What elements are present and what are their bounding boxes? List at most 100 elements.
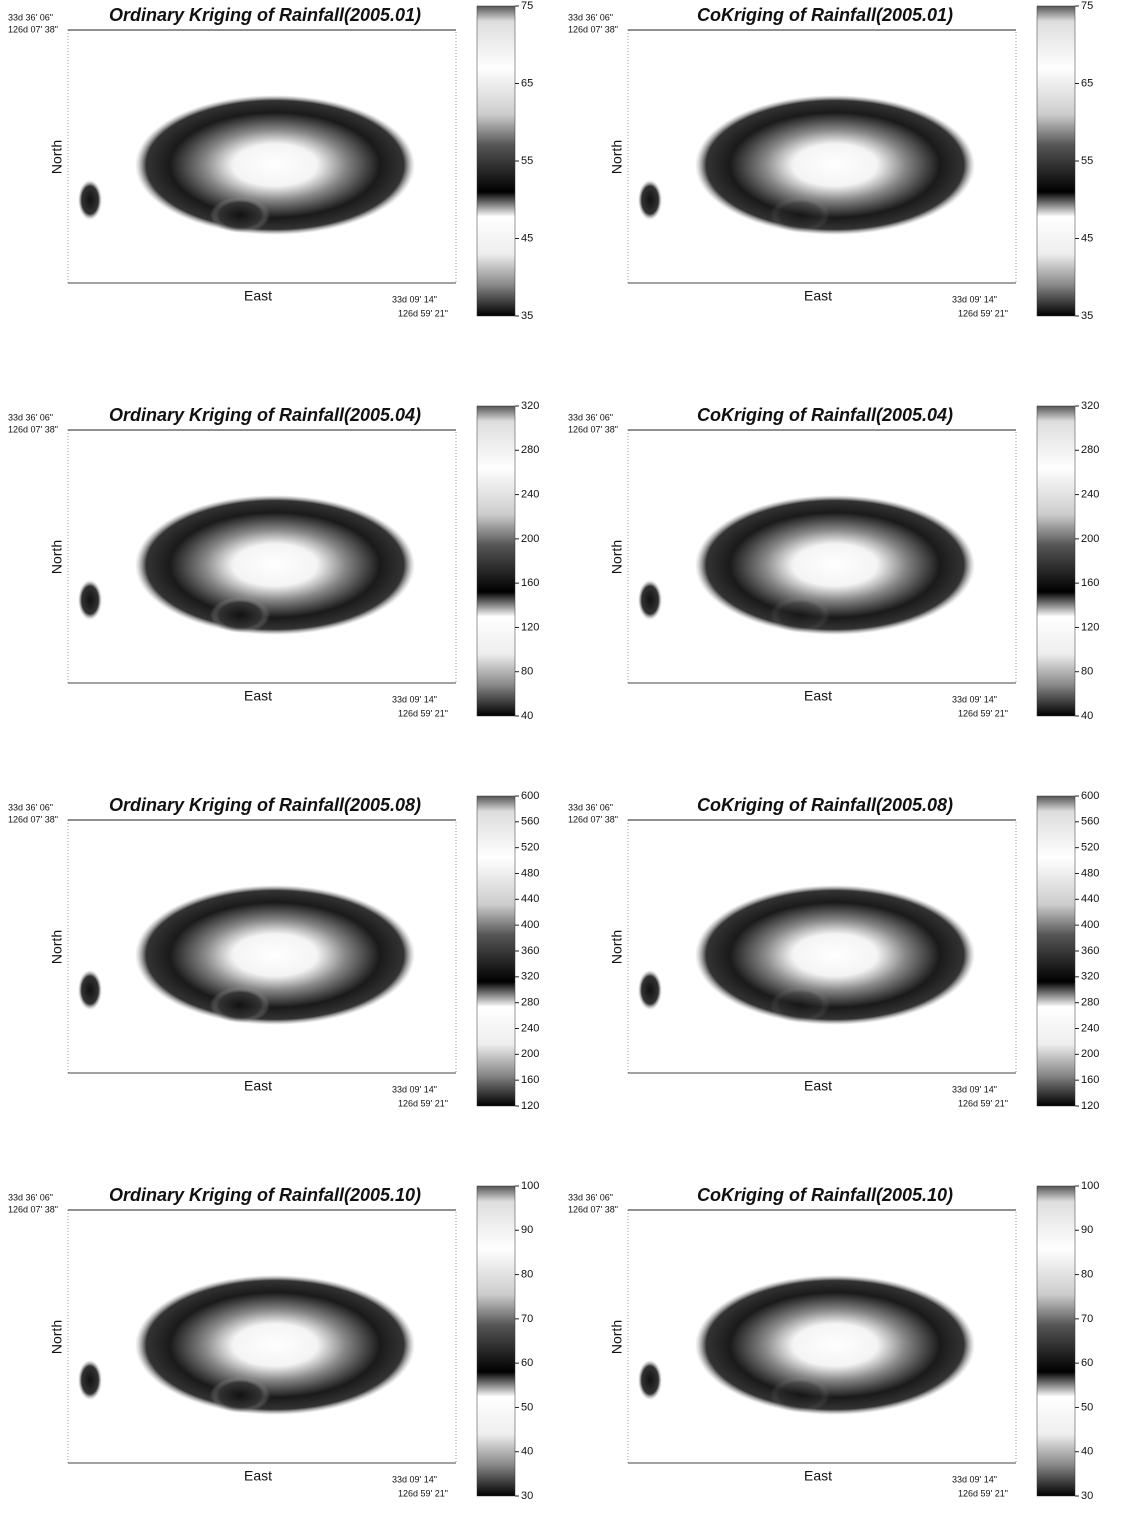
colorbar [1036,795,1076,1107]
bottom-right-longitude: 126d 59' 21" [398,308,448,318]
top-left-latitude: 33d 36' 06" [8,802,53,812]
colorbar-tick-label: 65 [521,77,533,89]
y-axis-label: North [609,930,625,964]
colorbar-tick-label: 55 [521,155,533,167]
colorbar-tick-label: 30 [521,1490,533,1502]
map-panel: Ordinary Kriging of Rainfall(2005.10) 33d… [8,1180,539,1502]
bottom-right-longitude: 126d 59' 21" [398,1488,448,1498]
rainfall-spot [638,970,662,1010]
rainfall-spot [78,180,102,220]
bottom-right-longitude: 126d 59' 21" [958,308,1008,318]
top-left-longitude: 126d 07' 38" [8,1204,58,1214]
x-axis-label: East [244,1078,272,1094]
colorbar [476,405,516,717]
colorbar [1036,405,1076,717]
colorbar [476,795,516,1107]
bottom-right-latitude: 33d 09' 14" [392,1474,437,1484]
top-left-longitude: 126d 07' 38" [568,1204,618,1214]
colorbar-tick-label: 280 [521,997,539,1009]
colorbar-tick-label: 80 [1081,1268,1093,1280]
colorbar-tick-label: 40 [1081,1446,1093,1458]
map-panel: CoKriging of Rainfall(2005.04) 33d 36' 06… [568,400,1099,722]
colorbar-tick-label: 35 [521,310,533,322]
top-left-latitude: 33d 36' 06" [568,12,613,22]
map-panel: Ordinary Kriging of Rainfall(2005.08) 33d… [8,790,539,1112]
rainfall-field [695,1275,975,1415]
colorbar-tick-label: 320 [521,971,539,983]
rainfall-spot [210,197,270,233]
panel-title: Ordinary Kriging of Rainfall(2005.10) [109,1185,421,1205]
colorbar-tick-label: 60 [521,1357,533,1369]
colorbar-tick-label: 120 [1081,621,1099,633]
x-axis-label: East [804,1078,832,1094]
bottom-right-latitude: 33d 09' 14" [952,694,997,704]
colorbar [476,1185,516,1497]
rainfall-field [135,95,415,235]
rainfall-spot [770,987,830,1023]
panel-title: CoKriging of Rainfall(2005.01) [697,5,953,25]
colorbar-tick-label: 280 [521,444,539,456]
panel-title: CoKriging of Rainfall(2005.10) [697,1185,953,1205]
x-axis-label: East [804,688,832,704]
map-panel: CoKriging of Rainfall(2005.10) 33d 36' 06… [568,1180,1099,1502]
map-panel: CoKriging of Rainfall(2005.01) 33d 36' 06… [568,0,1093,322]
colorbar-tick-label: 200 [1081,533,1099,545]
colorbar [1036,1185,1076,1497]
top-left-latitude: 33d 36' 06" [8,1192,53,1202]
top-left-longitude: 126d 07' 38" [8,24,58,34]
rainfall-spot [770,597,830,633]
bottom-right-longitude: 126d 59' 21" [398,708,448,718]
colorbar-tick-label: 400 [521,919,539,931]
colorbar-tick-label: 160 [521,1074,539,1086]
colorbar-tick-label: 240 [1081,488,1099,500]
top-left-longitude: 126d 07' 38" [568,424,618,434]
colorbar-tick-label: 40 [1081,710,1093,722]
y-axis-label: North [49,540,65,574]
panel-title: CoKriging of Rainfall(2005.04) [697,405,953,425]
colorbar-tick-label: 75 [1081,0,1093,12]
colorbar-tick-label: 80 [521,1268,533,1280]
colorbar-tick-label: 160 [521,577,539,589]
top-left-longitude: 126d 07' 38" [568,24,618,34]
panel-title: Ordinary Kriging of Rainfall(2005.01) [109,5,421,25]
colorbar-tick-label: 240 [1081,1022,1099,1034]
colorbar-tick-label: 70 [521,1313,533,1325]
colorbar-tick-label: 560 [521,816,539,828]
rainfall-field [135,1275,415,1415]
x-axis-label: East [244,688,272,704]
colorbar-tick-label: 100 [521,1180,539,1192]
colorbar-tick-label: 90 [521,1224,533,1236]
rainfall-field [695,495,975,635]
rainfall-spot [78,970,102,1010]
colorbar-tick-label: 30 [1081,1490,1093,1502]
colorbar-tick-label: 600 [521,790,539,802]
rainfall-spot [638,580,662,620]
rainfall-spot [78,580,102,620]
rainfall-spot [78,1360,102,1400]
map-panel: CoKriging of Rainfall(2005.08) 33d 36' 06… [568,790,1099,1112]
colorbar-tick-label: 45 [521,232,533,244]
colorbar-tick-label: 60 [1081,1357,1093,1369]
rainfall-spot [210,1377,270,1413]
bottom-right-latitude: 33d 09' 14" [392,294,437,304]
x-axis-label: East [804,1468,832,1484]
y-axis-label: North [49,140,65,174]
rainfall-spot [638,180,662,220]
colorbar-tick-label: 80 [1081,666,1093,678]
panel-title: CoKriging of Rainfall(2005.08) [697,795,953,815]
top-left-latitude: 33d 36' 06" [568,1192,613,1202]
colorbar [476,5,516,317]
colorbar-tick-label: 50 [521,1401,533,1413]
y-axis-label: North [49,1320,65,1354]
colorbar-tick-label: 280 [1081,444,1099,456]
colorbar-tick-label: 440 [521,893,539,905]
colorbar-tick-label: 480 [1081,867,1099,879]
top-left-longitude: 126d 07' 38" [8,814,58,824]
bottom-right-latitude: 33d 09' 14" [392,694,437,704]
colorbar-tick-label: 480 [521,867,539,879]
colorbar-tick-label: 240 [521,1022,539,1034]
colorbar-tick-label: 320 [1081,400,1099,412]
y-axis-label: North [609,540,625,574]
colorbar-tick-label: 520 [521,842,539,854]
